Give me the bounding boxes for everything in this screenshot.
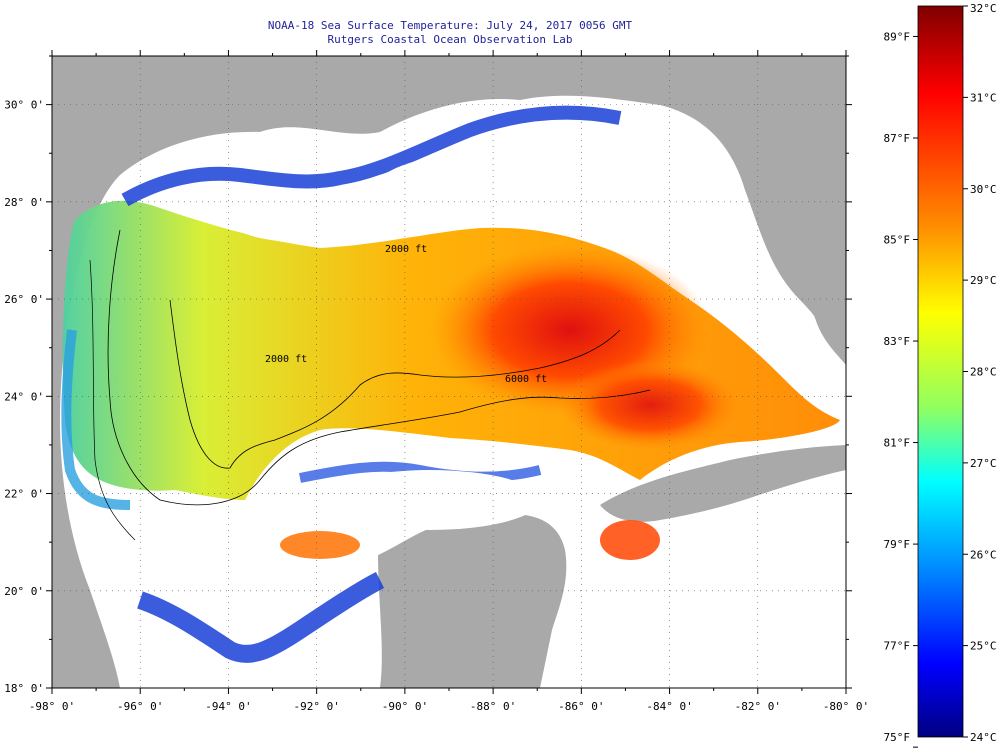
sst-cool-fringe-north <box>121 105 622 207</box>
lat-tick-label: 30° 0' <box>4 99 44 112</box>
colorbar-c-label: 31°C <box>970 91 997 104</box>
colorbar-f-label: 79°F <box>884 538 911 551</box>
cloud-patch <box>230 198 370 242</box>
colorbar-f-label: 87°F <box>884 132 911 145</box>
colorbar-f-label: 89°F <box>884 30 911 43</box>
colorbar-c-label: 28°C <box>970 366 997 379</box>
colorbar-celsius-labels: 32°C 31°C 30°C 29°C 28°C 27°C 26°C 25°C 24°C <box>963 2 997 744</box>
colorbar-c-label: 30°C <box>970 183 997 196</box>
lon-tick-label: -96° 0' <box>117 700 163 713</box>
plot-area <box>52 56 846 689</box>
bathymetry-contour <box>107 229 651 506</box>
lon-tick-label: -98° 0' <box>29 700 75 713</box>
graticule <box>52 56 846 688</box>
latitude-axis: 18° 0' 20° 0' 22° 0' 24° 0' 26° 0' 28° 0' 30° … <box>4 55 852 695</box>
cuba-land <box>600 445 846 522</box>
cloud-patch <box>180 545 320 595</box>
lon-tick-label: -86° 0' <box>558 700 604 713</box>
lat-tick-label: 18° 0' <box>4 682 44 695</box>
colorbar-f-label: 85°F <box>884 234 911 247</box>
lat-tick-label: 24° 0' <box>4 390 44 403</box>
lat-tick-label: 28° 0' <box>4 196 44 209</box>
lon-tick-label: -94° 0' <box>205 700 251 713</box>
longitude-axis: -98° 0' -96° 0' -94° 0' -92° 0' -90° 0' -88° … <box>29 50 869 713</box>
yucatan-land <box>378 513 567 688</box>
lat-tick-label: 22° 0' <box>4 488 44 501</box>
lon-tick-label: -90° 0' <box>382 700 428 713</box>
sst-hot-core-south <box>560 360 740 450</box>
title-line-2: Rutgers Coastal Ocean Observation Lab <box>327 33 573 46</box>
colorbar-c-label: 24°C <box>970 731 997 744</box>
colorbar-f-label: 77°F <box>884 640 911 653</box>
cloud-patch <box>375 155 565 225</box>
lon-tick-label: -88° 0' <box>470 700 516 713</box>
depth-label: 2000 ft <box>265 354 307 365</box>
colorbar-c-label: 27°C <box>970 457 997 470</box>
colorbar-f-label: 83°F <box>884 335 911 348</box>
colorbar-f-label: 81°F <box>884 437 911 450</box>
cloud-patch <box>320 470 540 530</box>
lon-tick-label: -92° 0' <box>293 700 339 713</box>
title-line-1: NOAA-18 Sea Surface Temperature: July 24… <box>267 19 633 32</box>
colorbar-c-label: 32°C <box>970 2 997 15</box>
depth-label: 2000 ft <box>385 244 427 255</box>
lat-tick-label: 20° 0' <box>4 585 44 598</box>
florida-land <box>700 56 846 365</box>
depth-label: 6000 ft <box>505 374 547 385</box>
colorbar-c-label: 29°C <box>970 274 997 287</box>
sst-warm-patch <box>600 520 660 560</box>
colorbar-c-label: 26°C <box>970 548 997 561</box>
sst-cool-fringe-south <box>137 571 385 663</box>
colorbar: 32°C 31°C 30°C 29°C 28°C 27°C 26°C 25°C 24°C 89°… <box>884 2 997 748</box>
bathymetry-contour <box>169 299 621 469</box>
lon-tick-label: -80° 0' <box>823 700 869 713</box>
colorbar-fahrenheit-labels: 89°F 87°F 85°F 83°F 81°F 79°F 77°F 75°F <box>884 30 918 748</box>
sst-warm-patch <box>280 531 360 559</box>
colorbar-f-label: 75°F <box>884 731 911 744</box>
sst-cool-fringe-west <box>61 329 131 510</box>
sst-cool-band-mid <box>299 461 542 483</box>
colorbar-c-label: 25°C <box>970 640 997 653</box>
cloud-patch <box>620 580 780 660</box>
lon-tick-label: -84° 0' <box>646 700 692 713</box>
lat-tick-label: 26° 0' <box>4 293 44 306</box>
colorbar-gradient <box>917 5 964 738</box>
lon-tick-label: -82° 0' <box>735 700 781 713</box>
bathymetry-contour <box>89 259 136 541</box>
